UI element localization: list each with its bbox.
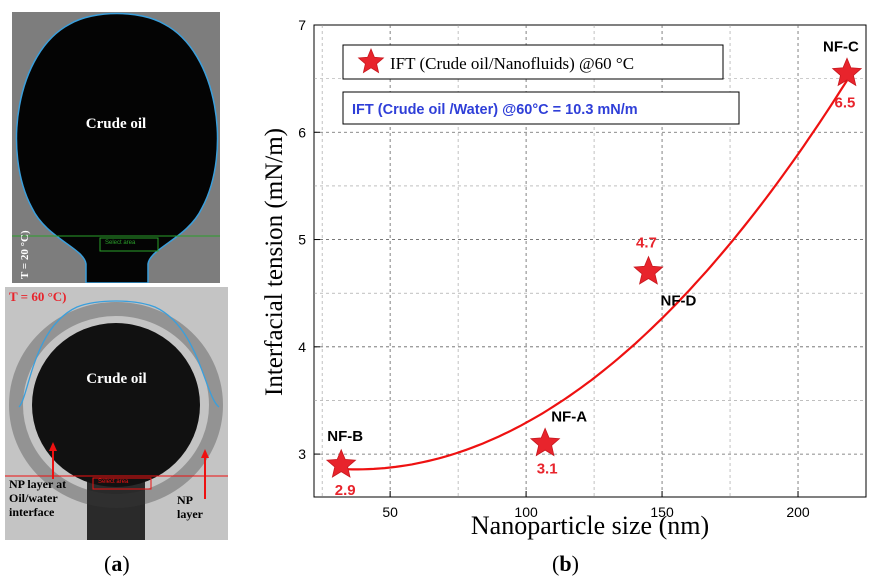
x-tick-label: 150: [650, 504, 674, 520]
x-axis-title: Nanoparticle size (nm): [471, 511, 709, 540]
photo-crude-oil-20c: Crude oil Select area T = 20 °C): [12, 12, 220, 283]
star-marker-nf-a: [529, 427, 561, 457]
star-marker-nf-c: [831, 57, 863, 87]
legend-box: [342, 44, 724, 80]
point-name-label: NF-B: [327, 428, 363, 445]
np-layer-annotation: NP layer: [177, 493, 203, 521]
pendant-drop-20c: [12, 12, 220, 283]
axis-ticks: 50 100 150 200 3 4 5 6 7: [298, 17, 810, 520]
photo-crude-oil-60c: T = 60 °C) Crude oil Select area NP laye…: [5, 287, 228, 540]
y-axis-title: Interfacial tension (mN/m): [261, 128, 288, 396]
x-tick-label: 100: [514, 504, 538, 520]
np-layer-interface-annotation: NP layer at Oil/water interface: [9, 477, 66, 519]
point-value-label: 4.7: [636, 235, 657, 252]
point-value-label: 3.1: [537, 460, 558, 477]
x-tick-label: 50: [382, 504, 398, 520]
drop-outline: [15, 12, 219, 283]
legend-series-label: IFT (Crude oil/Nanofluids) @60 °C: [390, 54, 634, 73]
fit-curve: [341, 79, 848, 471]
annotation-line-1: NP: [177, 493, 193, 507]
annotation-line-3: interface: [9, 505, 55, 519]
left-arrow-head: [49, 442, 57, 451]
y-tick-label: 4: [298, 339, 306, 355]
caption-letter: b: [559, 551, 572, 576]
y-tick-label: 7: [298, 17, 306, 33]
temperature-label-bottom: T = 60 °C): [9, 289, 67, 304]
y-tick-label: 5: [298, 232, 306, 248]
star-marker-nf-d: [633, 255, 664, 285]
annotation-line-2: Oil/water: [9, 491, 58, 505]
pendant-drop-60c: [5, 300, 228, 540]
point-value-label: 6.5: [835, 94, 856, 111]
data-points: NF-B 2.9 NF-A 3.1 NF-D 4.7 NF-C 6.5: [325, 38, 863, 499]
caption-letter: a: [111, 551, 123, 576]
select-area-box: [92, 477, 152, 490]
legend-note: IFT (Crude oil /Water) @60°C = 10.3 mN/m: [352, 102, 638, 118]
annotation-line-2: layer: [177, 507, 203, 521]
select-area-label-bottom: Select area: [98, 479, 129, 485]
select-area-box: [99, 237, 159, 252]
drop-outline: [18, 300, 220, 408]
fit-line-layer: [341, 79, 848, 471]
y-tick-label: 6: [298, 124, 306, 140]
np-shell: [9, 302, 223, 508]
y-tick-label: 3: [298, 446, 306, 462]
caption-open: (: [104, 551, 112, 576]
point-name-label: NF-D: [661, 293, 697, 310]
point-value-label: 2.9: [335, 482, 356, 499]
annotation-line-1: NP layer at: [9, 477, 67, 491]
drop-label-bottom: Crude oil: [86, 371, 147, 387]
note-box: [342, 91, 740, 125]
caption-close: ): [571, 551, 579, 576]
caption-b: (b): [552, 551, 579, 577]
point-name-label: NF-C: [823, 38, 859, 55]
point-name-label: NF-A: [551, 408, 587, 425]
caption-close: ): [122, 551, 130, 576]
x-tick-label: 200: [786, 504, 810, 520]
select-area-label-top: Select area: [105, 240, 136, 246]
caption-open: (: [552, 551, 560, 576]
drop-label-top: Crude oil: [85, 116, 147, 132]
legend-star-marker: [357, 47, 385, 74]
right-arrow-head: [201, 449, 209, 458]
drop-body: [32, 323, 200, 487]
star-marker-nf-b: [325, 448, 357, 478]
caption-a: (a): [104, 551, 130, 577]
